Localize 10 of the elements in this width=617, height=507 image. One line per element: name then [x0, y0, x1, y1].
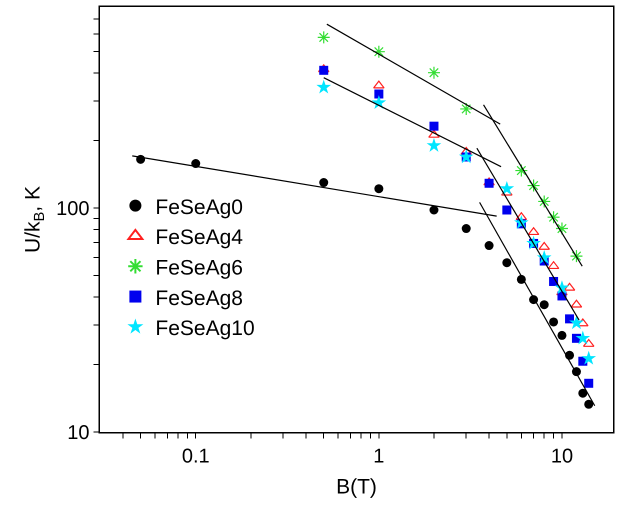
legend-label: FeSeAg8 — [155, 286, 243, 310]
x-axis-title: B(T) — [336, 475, 377, 498]
x-tick-label: 0.1 — [182, 446, 210, 468]
legend-label: FeSeAg10 — [155, 317, 255, 340]
legend-label: FeSeAg4 — [155, 226, 244, 250]
y-tick-label: 100 — [56, 198, 90, 220]
x-tick-label: 1 — [373, 446, 384, 468]
legend-label: FeSeAg6 — [155, 256, 243, 280]
x-tick-label: 10 — [550, 446, 574, 468]
legend-label: FeSeAg0 — [155, 196, 243, 219]
